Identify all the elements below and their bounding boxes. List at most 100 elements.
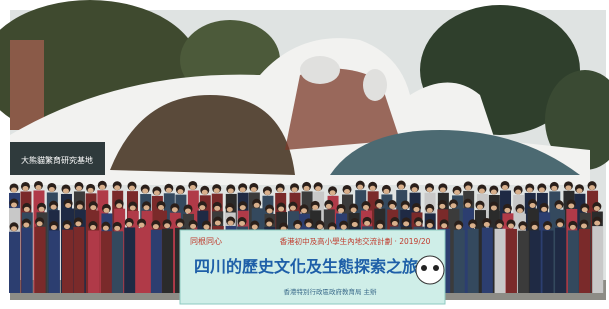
person-body xyxy=(9,232,20,293)
person-face xyxy=(240,187,246,192)
person-face xyxy=(24,207,30,212)
person-face xyxy=(403,221,409,226)
person-face xyxy=(214,206,220,211)
person-face xyxy=(295,224,301,229)
person-face xyxy=(454,190,460,195)
person-face xyxy=(90,205,96,210)
person-face xyxy=(427,187,433,192)
person-face xyxy=(166,188,172,193)
person-face xyxy=(376,203,382,208)
person-body xyxy=(482,228,493,293)
person-face xyxy=(116,203,122,208)
person-face xyxy=(568,203,574,208)
person-body xyxy=(101,231,112,293)
person-face xyxy=(565,185,571,190)
person-face xyxy=(504,208,510,213)
person-face xyxy=(357,185,363,190)
person-body xyxy=(506,229,517,293)
person-face xyxy=(130,205,136,210)
person-body xyxy=(454,230,465,293)
person-face xyxy=(344,189,350,194)
person-face xyxy=(214,188,220,193)
person-face xyxy=(114,226,120,231)
person-face xyxy=(582,207,588,212)
panda-window xyxy=(363,69,387,101)
person-face xyxy=(202,190,208,195)
person-face xyxy=(88,188,94,193)
person-face xyxy=(465,185,471,190)
person-face xyxy=(532,225,538,230)
person-face xyxy=(143,205,149,210)
person-body xyxy=(518,231,529,293)
person-face xyxy=(415,221,421,226)
person-face xyxy=(427,208,433,213)
person-face xyxy=(383,189,389,194)
person-face xyxy=(290,206,296,211)
person-face xyxy=(23,223,29,228)
person-face xyxy=(479,188,485,193)
person-body xyxy=(579,229,590,293)
person-face xyxy=(484,222,490,227)
person-face xyxy=(39,207,45,212)
person-face xyxy=(413,207,419,212)
person-face xyxy=(215,221,221,226)
person-body xyxy=(112,231,123,293)
brick-building xyxy=(10,40,44,130)
person-face xyxy=(264,190,270,195)
person-body xyxy=(555,228,566,293)
person-face xyxy=(154,190,160,195)
person-face xyxy=(142,189,148,194)
person-face xyxy=(301,208,307,213)
person-face xyxy=(292,187,298,192)
person-body xyxy=(73,227,84,293)
person-face xyxy=(139,223,145,228)
person-face xyxy=(37,221,43,226)
person-face xyxy=(544,225,550,230)
person-face xyxy=(126,222,132,227)
person-body xyxy=(592,226,603,293)
person-face xyxy=(398,185,404,190)
person-face xyxy=(491,189,497,194)
person-face xyxy=(317,224,323,229)
person-face xyxy=(520,225,526,230)
person-body xyxy=(542,231,553,293)
person-body xyxy=(49,230,60,293)
person-face xyxy=(517,208,523,213)
person-face xyxy=(75,221,81,226)
photo: 大熊貓繁育研究基地 同根同心 香港初中及高小學生內地交流計劃 · 2019/20… xyxy=(0,0,609,309)
person-face xyxy=(402,204,408,209)
person-face xyxy=(326,204,332,209)
banner-organiser: 香港特別行政區政府教育局 主辦 xyxy=(283,287,377,296)
person-face xyxy=(440,187,446,192)
person-face xyxy=(306,222,312,227)
person-face xyxy=(304,186,310,191)
person-face xyxy=(114,185,120,190)
person-face xyxy=(77,204,83,209)
person-face xyxy=(427,223,433,228)
person-face xyxy=(76,186,82,191)
person-face xyxy=(203,224,209,229)
person-body xyxy=(21,228,32,293)
building-sign: 大熊貓繁育研究基地 xyxy=(21,155,93,165)
person-face xyxy=(530,203,536,208)
person-body xyxy=(62,230,73,293)
person-face xyxy=(551,186,557,191)
person-face xyxy=(228,188,234,193)
person-face xyxy=(267,208,273,213)
person-face xyxy=(103,208,109,213)
person-face xyxy=(199,205,205,210)
panda-mascot xyxy=(416,256,444,284)
person-face xyxy=(570,225,576,230)
page: 大熊貓繁育研究基地 同根同心 香港初中及高小學生內地交流計劃 · 2019/20… xyxy=(0,0,609,309)
person-face xyxy=(164,223,170,228)
person-face xyxy=(315,186,321,191)
person-face xyxy=(153,224,159,229)
person-face xyxy=(491,205,497,210)
person-face xyxy=(330,190,336,195)
person-face xyxy=(412,187,418,192)
person-face xyxy=(177,222,183,227)
person-face xyxy=(22,186,28,191)
person-body xyxy=(151,230,162,293)
banner-title: 四川的歷史文化及生態探索之旅 xyxy=(194,257,418,276)
person-face xyxy=(392,221,398,226)
